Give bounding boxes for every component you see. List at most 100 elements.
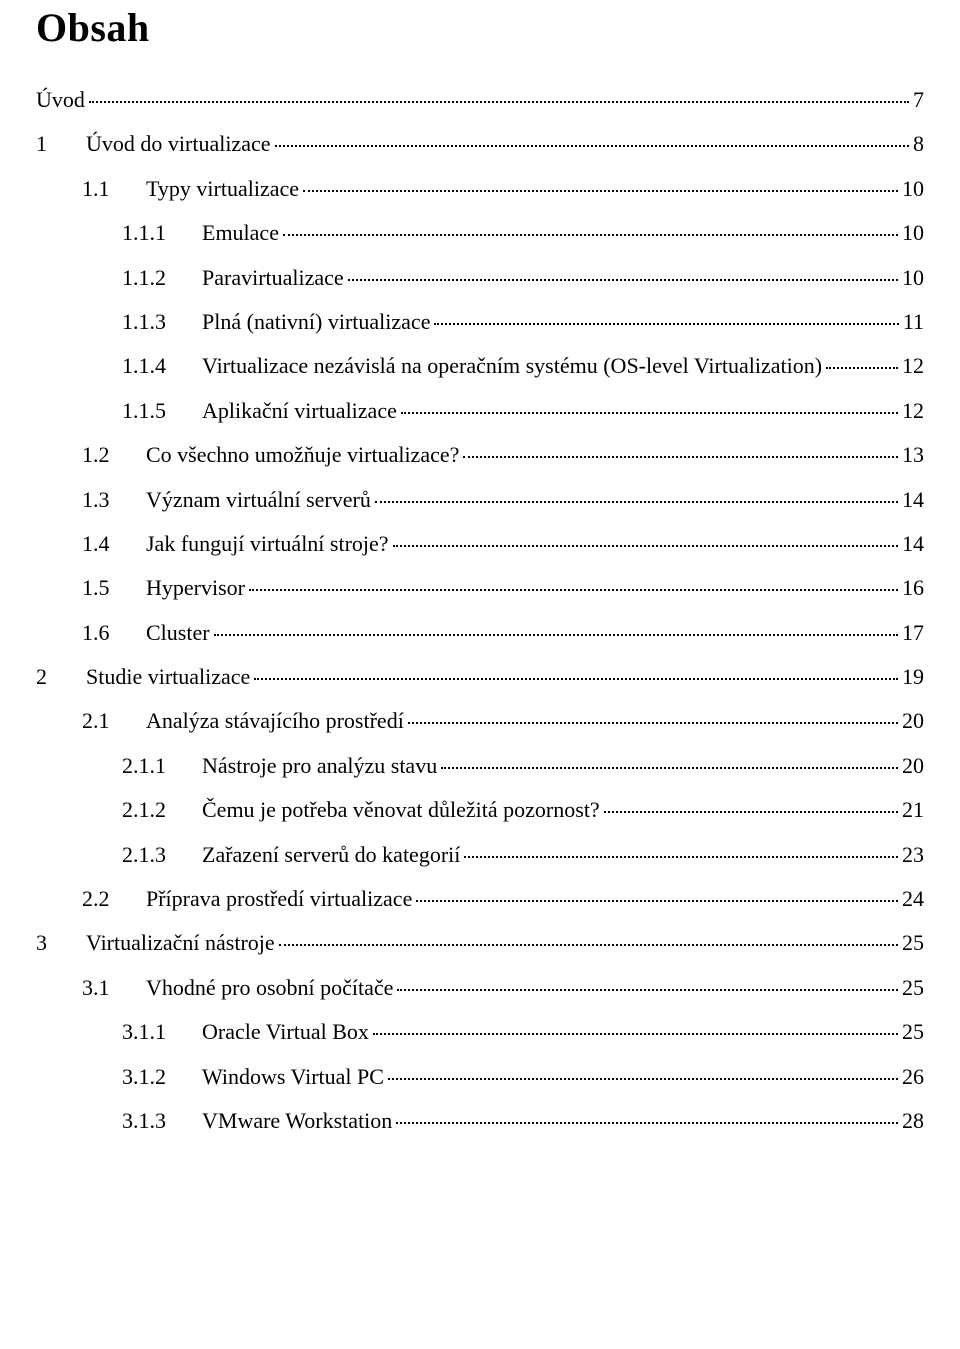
toc-dot-leader (275, 145, 910, 147)
toc-entry-page: 14 (902, 531, 924, 557)
toc-entry: 1Úvod do virtualizace 8 (36, 131, 924, 157)
toc-entry-label: Úvod do virtualizace (86, 131, 271, 157)
toc-dot-leader (303, 190, 898, 192)
toc-dot-leader (434, 323, 898, 325)
toc-entry: 1.1.2Paravirtualizace 10 (36, 265, 924, 291)
page-title: Obsah (36, 4, 924, 51)
toc-entry-label: Emulace (202, 220, 279, 246)
toc-entry-page: 16 (902, 575, 924, 601)
toc-entry-number: 1.1.1 (122, 220, 202, 246)
toc-entry: 3.1Vhodné pro osobní počítače25 (36, 975, 924, 1001)
toc-dot-leader (214, 634, 898, 636)
toc-entry-page: 25 (902, 930, 924, 956)
toc-entry-label: Studie virtualizace (86, 664, 250, 690)
toc-entry: 1.1.5Aplikační virtualizace 12 (36, 398, 924, 424)
toc-entry: 1.4Jak fungují virtuální stroje?14 (36, 531, 924, 557)
toc-entry: 1.1.1Emulace 10 (36, 220, 924, 246)
toc-entry-number: 3.1 (82, 975, 146, 1001)
toc-entry-number: 1.1.4 (122, 353, 202, 379)
toc-entry: 1.1.3Plná (nativní) virtualizace 11 (36, 309, 924, 335)
toc-entry-label: Zařazení serverů do kategorií (202, 842, 460, 868)
toc-dot-leader (373, 1033, 898, 1035)
toc-entry-label: Aplikační virtualizace (202, 398, 397, 424)
toc-entry-number: 1.1.5 (122, 398, 202, 424)
toc-entry-label: Typy virtualizace (146, 176, 299, 202)
toc-entry-page: 28 (902, 1108, 924, 1134)
toc-entry-page: 19 (902, 664, 924, 690)
toc-entry-number: 3.1.1 (122, 1019, 202, 1045)
toc-dot-leader (388, 1078, 898, 1080)
toc-entry: 2Studie virtualizace 19 (36, 664, 924, 690)
toc-entry-page: 23 (902, 842, 924, 868)
toc-entry-number: 1.5 (82, 575, 146, 601)
toc-entry-number: 3.1.3 (122, 1108, 202, 1134)
toc-entry-page: 20 (902, 753, 924, 779)
toc-entry-label: Význam virtuální serverů (146, 487, 371, 513)
toc-entry: Úvod 7 (36, 87, 924, 113)
toc-entry-page: 8 (913, 131, 924, 157)
toc-dot-leader (441, 767, 898, 769)
toc-entry-number: 1.1.2 (122, 265, 202, 291)
toc-entry-label: Úvod (36, 87, 85, 113)
toc-entry-page: 17 (902, 620, 924, 646)
toc-entry-page: 25 (902, 1019, 924, 1045)
toc-entry-page: 10 (902, 220, 924, 246)
toc-entry-label: Čemu je potřeba věnovat důležitá pozorno… (202, 797, 600, 823)
toc-entry-page: 13 (902, 442, 924, 468)
toc-dot-leader (397, 989, 898, 991)
toc-entry-number: 2 (36, 664, 86, 690)
toc-entry-label: Hypervisor (146, 575, 245, 601)
toc-entry-number: 3.1.2 (122, 1064, 202, 1090)
toc-entry-label: VMware Workstation (202, 1108, 392, 1134)
toc-entry-label: Cluster (146, 620, 210, 646)
toc-entry-number: 1.6 (82, 620, 146, 646)
toc-entry-number: 1.3 (82, 487, 146, 513)
toc-entry-label: Vhodné pro osobní počítače (146, 975, 393, 1001)
toc-entry-page: 7 (913, 87, 924, 113)
toc-entry-label: Oracle Virtual Box (202, 1019, 369, 1045)
toc-dot-leader (604, 811, 898, 813)
toc-dot-leader (396, 1122, 898, 1124)
toc-dot-leader (463, 456, 898, 458)
toc-dot-leader (393, 545, 898, 547)
toc-entry: 3Virtualizační nástroje25 (36, 930, 924, 956)
toc-dot-leader (279, 944, 898, 946)
toc-entry: 1.3Význam virtuální serverů 14 (36, 487, 924, 513)
toc-entry-number: 3 (36, 930, 86, 956)
toc-entry-number: 2.1 (82, 708, 146, 734)
toc-entry: 2.1.2Čemu je potřeba věnovat důležitá po… (36, 797, 924, 823)
toc-entry: 2.1.1Nástroje pro analýzu stavu20 (36, 753, 924, 779)
toc-entry-page: 20 (902, 708, 924, 734)
toc-entry-label: Paravirtualizace (202, 265, 344, 291)
toc-entry: 2.2Příprava prostředí virtualizace24 (36, 886, 924, 912)
toc-entry-page: 10 (902, 265, 924, 291)
toc-entry-label: Plná (nativní) virtualizace (202, 309, 430, 335)
toc-entry-label: Analýza stávajícího prostředí (146, 708, 404, 734)
toc-entry: 1.6Cluster 17 (36, 620, 924, 646)
toc-entry: 1.5Hypervisor 16 (36, 575, 924, 601)
toc-entry: 1.2Co všechno umožňuje virtualizace?13 (36, 442, 924, 468)
toc-entry-number: 1 (36, 131, 86, 157)
toc-dot-leader (408, 722, 898, 724)
toc-entry-page: 14 (902, 487, 924, 513)
toc-entry-label: Windows Virtual PC (202, 1064, 384, 1090)
toc-entry-page: 24 (902, 886, 924, 912)
toc-entry-label: Virtualizace nezávislá na operačním syst… (202, 353, 822, 379)
table-of-contents: Úvod 7 1Úvod do virtualizace 8 1.1Typy virtu… (36, 87, 924, 1134)
toc-dot-leader (348, 279, 898, 281)
toc-dot-leader (464, 856, 898, 858)
toc-entry-number: 2.1.2 (122, 797, 202, 823)
toc-entry: 2.1.3Zařazení serverů do kategorií23 (36, 842, 924, 868)
toc-dot-leader (283, 234, 898, 236)
toc-dot-leader (416, 900, 898, 902)
toc-entry-page: 26 (902, 1064, 924, 1090)
toc-entry-number: 1.1.3 (122, 309, 202, 335)
toc-entry-page: 12 (902, 398, 924, 424)
toc-dot-leader (254, 678, 898, 680)
toc-entry: 1.1Typy virtualizace10 (36, 176, 924, 202)
toc-entry-page: 21 (902, 797, 924, 823)
toc-entry-page: 11 (903, 309, 924, 335)
toc-entry-page: 12 (902, 353, 924, 379)
toc-entry-number: 1.4 (82, 531, 146, 557)
toc-dot-leader (375, 501, 898, 503)
